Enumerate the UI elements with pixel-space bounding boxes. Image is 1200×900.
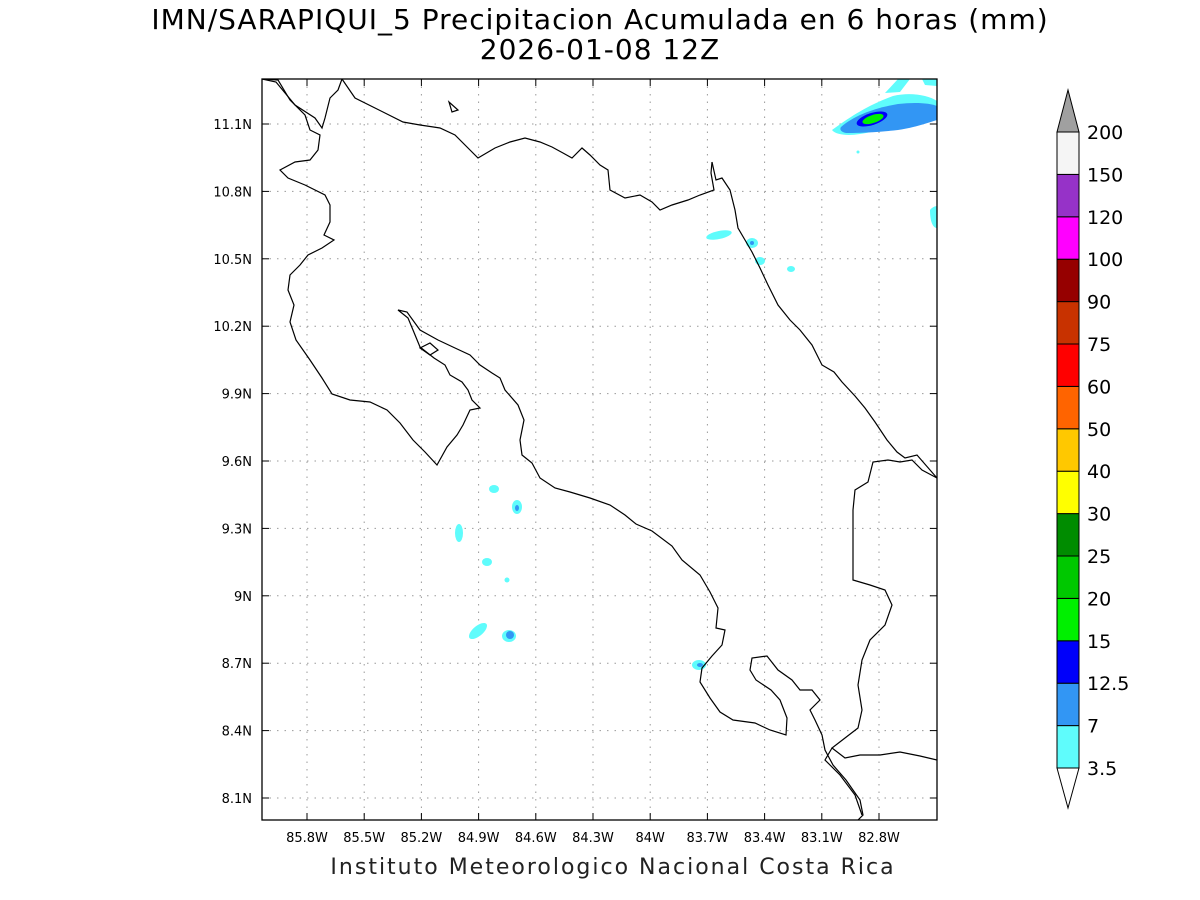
colorbar-label: 12.5 — [1087, 673, 1129, 695]
colorbar-label: 60 — [1087, 376, 1111, 398]
rain-cell-3.5 — [856, 150, 860, 154]
rain-cell-3.5 — [922, 79, 937, 86]
colorbar-label: 40 — [1087, 461, 1111, 483]
colorbar-high-arrow — [1056, 88, 1080, 133]
colorbar-label: 20 — [1087, 588, 1111, 610]
lat-tick-label: 8.7N — [222, 657, 252, 672]
rain-cell-3.5 — [504, 577, 510, 583]
colorbar-label: 90 — [1087, 292, 1111, 314]
colorbar-swatch — [1056, 301, 1080, 345]
lon-tick-label: 85.2W — [400, 831, 442, 846]
lon-tick-label: 84.3W — [572, 831, 614, 846]
rain-cell-3.5 — [930, 206, 937, 228]
lat-tick-label: 9N — [234, 590, 252, 605]
lat-tick-label: 10.5N — [213, 253, 252, 268]
colorbar-label: 7 — [1087, 716, 1099, 738]
lon-tick-label: 82.8W — [858, 831, 900, 846]
lon-tick-label: 85.5W — [343, 831, 385, 846]
burica-peninsula — [824, 747, 863, 816]
islet — [447, 100, 460, 113]
nicoya-inner-island — [418, 342, 440, 356]
rain-cell-7 — [697, 663, 703, 667]
colorbar-swatch — [1056, 470, 1080, 515]
colorbar-swatch — [1056, 682, 1080, 727]
colorbar-swatch — [1056, 597, 1080, 642]
colorbar-swatch — [1056, 513, 1080, 557]
lat-tick-label: 10.2N — [213, 320, 252, 335]
colorbar-label: 15 — [1087, 631, 1111, 653]
colorbar-swatch — [1056, 428, 1080, 472]
colorbar: 3.5 7 12.5 15 20 25 30 40 50 60 75 90 100 120 150 200 — [1056, 88, 1129, 810]
lat-tick-label: 11.1N — [213, 118, 252, 133]
colorbar-swatch — [1056, 258, 1080, 303]
colorbar-label: 200 — [1087, 122, 1123, 144]
colorbar-swatch — [1056, 725, 1080, 769]
rain-cell-3.5 — [468, 622, 488, 640]
colorbar-swatch — [1056, 216, 1080, 260]
rain-cell-3.5 — [455, 524, 463, 542]
colorbar-label: 3.5 — [1087, 758, 1117, 780]
map-axes: 85.8W 85.5W 85.2W 84.9W 84.6W 84.3W 84W 83.7W 83… — [213, 79, 937, 846]
footer-credit: Instituto Meteorologico Nacional Costa R… — [330, 855, 896, 880]
rain-cell-15 — [862, 113, 884, 125]
panama-border — [831, 459, 937, 761]
colorbar-swatch — [1056, 555, 1080, 599]
lon-tick-label: 84.6W — [515, 831, 557, 846]
lake-nicaragua-shore — [262, 79, 343, 130]
lon-tick-label: 84W — [635, 831, 665, 846]
colorbar-swatch — [1056, 173, 1080, 218]
coastlines — [262, 79, 937, 820]
map-title: IMN/SARAPIQUI_5 Precipitacion Acumulada … — [151, 3, 1049, 36]
colorbar-low-arrow — [1056, 767, 1080, 810]
lon-tick-label: 83.7W — [686, 831, 728, 846]
map-subtitle: 2026-01-08 12Z — [479, 33, 721, 66]
colorbar-label: 50 — [1087, 419, 1111, 441]
guanacaste-coast — [262, 79, 864, 820]
lat-tick-label: 9.6N — [222, 455, 252, 470]
rain-cell-7 — [515, 505, 519, 511]
colorbar-swatch — [1056, 640, 1080, 684]
rain-cell-3.5 — [482, 558, 492, 566]
map-frame — [261, 78, 938, 821]
rain-cell-7 — [750, 241, 754, 245]
lat-tick-label: 9.3N — [222, 522, 252, 537]
colorbar-label: 120 — [1087, 207, 1123, 229]
gridlines — [262, 79, 937, 820]
lon-tick-label: 83.1W — [801, 831, 843, 846]
caribbean-coast — [711, 161, 937, 479]
colorbar-label: 30 — [1087, 504, 1111, 526]
rain-cell-7 — [840, 102, 937, 133]
lat-tick-label: 8.4N — [222, 725, 252, 740]
lon-tick-label: 85.8W — [286, 831, 328, 846]
colorbar-label: 150 — [1087, 164, 1123, 186]
nicaragua-border — [341, 79, 715, 211]
lon-tick-label: 83.4W — [744, 831, 786, 846]
precipitation-field — [455, 79, 937, 670]
rain-cell-3.5 — [885, 79, 910, 93]
colorbar-label: 100 — [1087, 249, 1123, 271]
colorbar-label: 25 — [1087, 546, 1111, 568]
colorbar-swatch — [1056, 385, 1080, 430]
lat-tick-label: 10.8N — [213, 185, 252, 200]
colorbar-label: 75 — [1087, 334, 1111, 356]
rain-cell-3.5 — [489, 485, 499, 493]
colorbar-swatch — [1056, 343, 1080, 387]
rain-cell-7 — [506, 631, 514, 639]
lat-tick-label: 9.9N — [222, 388, 252, 403]
lon-tick-label: 84.9W — [458, 831, 500, 846]
colorbar-swatch — [1056, 131, 1080, 175]
lat-tick-label: 8.1N — [222, 792, 252, 807]
rain-cell-3.5 — [787, 266, 795, 272]
rain-cell-3.5 — [706, 230, 732, 240]
